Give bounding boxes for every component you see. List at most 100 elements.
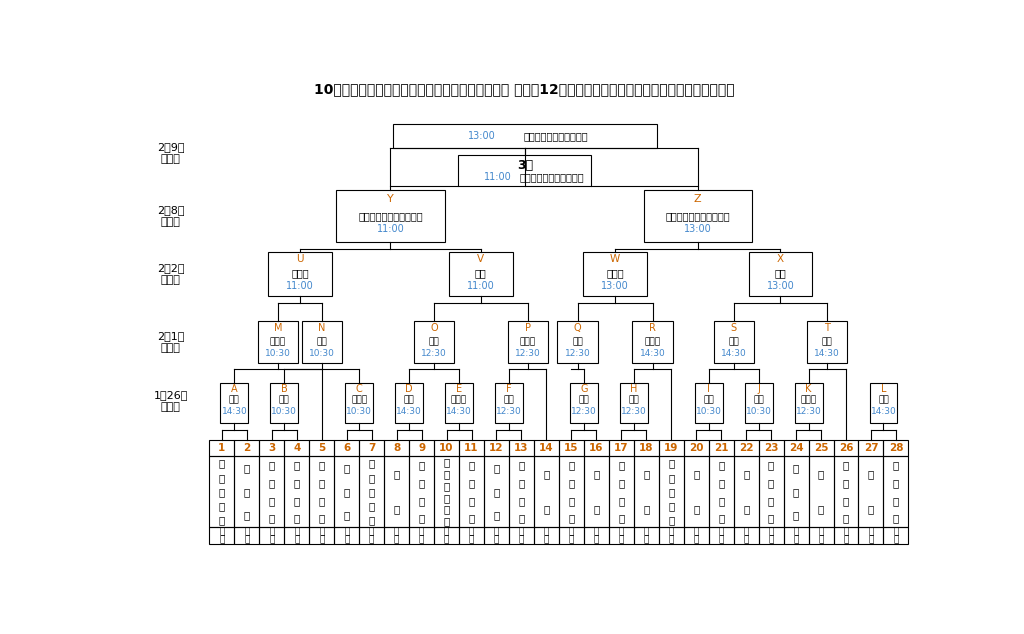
Text: 古城池: 古城池 [801, 396, 816, 404]
Text: 5: 5 [318, 443, 326, 453]
Text: 業: 業 [668, 515, 675, 525]
Text: 就実: 就実 [754, 396, 764, 404]
Bar [336, 190, 444, 242]
Text: 就実: 就実 [504, 396, 514, 404]
Text: 校: 校 [244, 535, 250, 544]
Bar [884, 439, 908, 456]
Text: 倉: 倉 [369, 458, 375, 469]
Bar [584, 456, 609, 527]
Text: 高: 高 [269, 527, 274, 536]
Bar [557, 321, 598, 363]
Text: 高: 高 [443, 527, 450, 536]
Text: 南: 南 [494, 510, 500, 521]
Bar [334, 527, 359, 544]
Bar [285, 527, 309, 544]
Text: 高: 高 [818, 527, 823, 536]
Text: 山: 山 [843, 478, 849, 488]
Bar [809, 456, 834, 527]
Text: 高: 高 [369, 527, 375, 536]
Text: 6: 6 [343, 443, 350, 453]
Bar [270, 382, 298, 423]
Text: Z: Z [694, 194, 701, 204]
Text: 一: 一 [419, 496, 425, 506]
Text: 高: 高 [693, 527, 699, 536]
Text: や: や [443, 481, 450, 491]
Bar [234, 439, 259, 456]
Text: G: G [581, 384, 588, 394]
Text: 倉: 倉 [294, 460, 300, 470]
Text: 14:30: 14:30 [721, 349, 746, 358]
Bar [220, 382, 248, 423]
Text: 高: 高 [743, 527, 749, 536]
Bar [759, 439, 783, 456]
Text: 岡: 岡 [618, 460, 625, 470]
Text: 高: 高 [719, 527, 724, 536]
Text: 実: 実 [743, 505, 750, 515]
Text: 校: 校 [443, 535, 450, 544]
Bar [384, 439, 410, 456]
Text: 専: 専 [843, 514, 849, 524]
Text: 12:30: 12:30 [515, 349, 541, 358]
Text: 社: 社 [244, 487, 250, 497]
Text: 25: 25 [814, 443, 828, 453]
Bar [410, 456, 434, 527]
Text: 校: 校 [394, 535, 399, 544]
Bar [509, 456, 534, 527]
Text: 就実: 就実 [429, 337, 439, 346]
Bar [484, 439, 509, 456]
Text: 明: 明 [318, 460, 325, 470]
Text: 校: 校 [568, 535, 574, 544]
Text: 高: 高 [294, 527, 299, 536]
Text: 城: 城 [518, 496, 524, 506]
Text: 9: 9 [418, 443, 425, 453]
Text: 山: 山 [618, 478, 625, 488]
Bar [714, 321, 754, 363]
Text: 宮: 宮 [419, 514, 425, 524]
Text: X: X [777, 254, 784, 264]
Text: 13:00: 13:00 [601, 280, 629, 290]
Text: B: B [281, 384, 288, 394]
Text: お: お [443, 457, 450, 467]
Bar [209, 527, 234, 544]
Text: 明誠: 明誠 [629, 396, 639, 404]
Text: 3決: 3決 [517, 159, 532, 172]
Bar [309, 439, 334, 456]
Text: 大: 大 [344, 487, 350, 497]
Bar [620, 382, 648, 423]
Bar [259, 527, 285, 544]
Text: 10:30: 10:30 [745, 406, 771, 415]
Text: W: W [610, 254, 621, 264]
Text: 院: 院 [318, 514, 325, 524]
Bar [759, 527, 783, 544]
Bar [709, 456, 733, 527]
Bar [684, 439, 709, 456]
Text: T: T [824, 323, 830, 333]
Text: 13:00: 13:00 [468, 131, 496, 141]
Bar [484, 456, 509, 527]
Text: 2月1日
（土）: 2月1日 （土） [157, 331, 184, 353]
Text: 水: 水 [718, 460, 724, 470]
Text: 古城池: 古城池 [351, 396, 368, 404]
Text: 島: 島 [718, 478, 724, 488]
Bar [458, 155, 592, 186]
Text: O: O [430, 323, 438, 333]
Bar [858, 439, 884, 456]
Text: 高: 高 [644, 527, 649, 536]
Text: 2月9日
（日）: 2月9日 （日） [157, 142, 184, 164]
Text: 19: 19 [664, 443, 679, 453]
Text: 14:30: 14:30 [446, 406, 472, 415]
Text: 就実: 就実 [475, 268, 486, 278]
Text: 創志: 創志 [822, 337, 833, 346]
Text: 高: 高 [893, 527, 899, 536]
Text: 翠: 翠 [768, 496, 774, 506]
Bar [858, 527, 884, 544]
Text: 山: 山 [518, 478, 524, 488]
Text: 13:00: 13:00 [767, 280, 795, 290]
Text: 高: 高 [469, 527, 474, 536]
Text: 14:30: 14:30 [814, 349, 840, 358]
Text: 14: 14 [539, 443, 554, 453]
Text: 学芸館: 学芸館 [291, 268, 308, 278]
Text: I: I [708, 384, 710, 394]
Text: 高: 高 [844, 527, 849, 536]
Text: 7: 7 [368, 443, 376, 453]
